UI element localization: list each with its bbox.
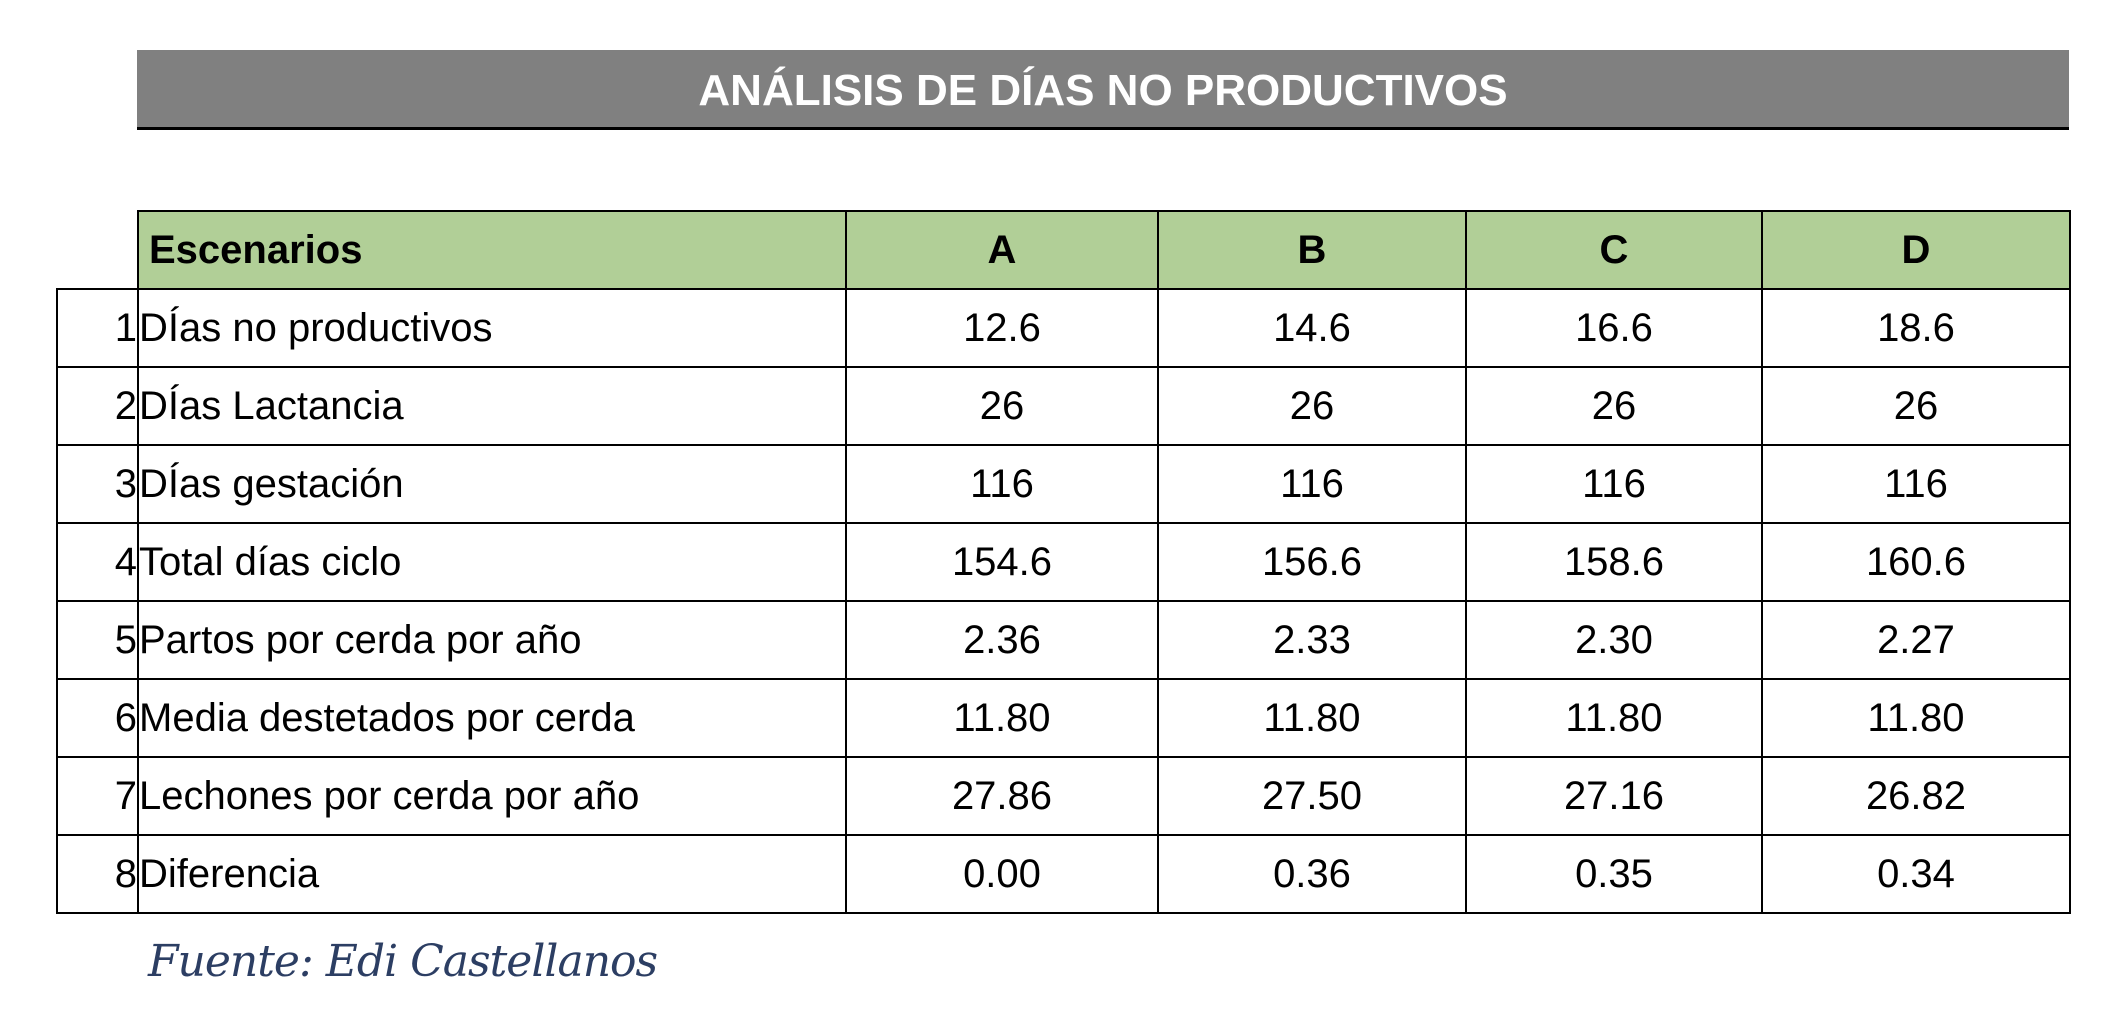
cell-a: 11.80 bbox=[845, 678, 1159, 758]
header-scenario-b: B bbox=[1157, 210, 1467, 290]
cell-d: 160.6 bbox=[1761, 522, 2071, 602]
row-label: DÍas Lactancia bbox=[137, 366, 847, 446]
row-label: DÍas gestación bbox=[137, 444, 847, 524]
header-corner bbox=[57, 211, 139, 290]
cell-d: 11.80 bbox=[1761, 678, 2071, 758]
cell-d: 26 bbox=[1761, 366, 2071, 446]
row-label: DÍas no productivos bbox=[137, 288, 847, 368]
cell-c: 27.16 bbox=[1465, 756, 1763, 836]
row-label: Partos por cerda por año bbox=[137, 600, 847, 680]
row-label: Diferencia bbox=[137, 834, 847, 914]
row-number: 4 bbox=[56, 522, 139, 602]
table-row: 5 Partos por cerda por año 2.36 2.33 2.3… bbox=[56, 600, 2071, 680]
cell-d: 0.34 bbox=[1761, 834, 2071, 914]
row-number: 8 bbox=[56, 834, 139, 914]
row-number: 3 bbox=[56, 444, 139, 524]
source-credit: Fuente: Edi Castellanos bbox=[148, 936, 658, 987]
title-bar: ANÁLISIS DE DÍAS NO PRODUCTIVOS bbox=[137, 50, 2069, 130]
cell-b: 156.6 bbox=[1157, 522, 1467, 602]
cell-b: 2.33 bbox=[1157, 600, 1467, 680]
cell-a: 0.00 bbox=[845, 834, 1159, 914]
cell-c: 16.6 bbox=[1465, 288, 1763, 368]
cell-d: 116 bbox=[1761, 444, 2071, 524]
table-row: 3 DÍas gestación 116 116 116 116 bbox=[56, 444, 2071, 524]
table-header-row: Escenarios A B C D bbox=[57, 210, 2071, 290]
cell-c: 11.80 bbox=[1465, 678, 1763, 758]
cell-a: 154.6 bbox=[845, 522, 1159, 602]
cell-b: 27.50 bbox=[1157, 756, 1467, 836]
row-label: Lechones por cerda por año bbox=[137, 756, 847, 836]
row-number: 6 bbox=[56, 678, 139, 758]
cell-d: 26.82 bbox=[1761, 756, 2071, 836]
cell-c: 158.6 bbox=[1465, 522, 1763, 602]
cell-a: 12.6 bbox=[845, 288, 1159, 368]
cell-b: 14.6 bbox=[1157, 288, 1467, 368]
cell-b: 11.80 bbox=[1157, 678, 1467, 758]
cell-c: 116 bbox=[1465, 444, 1763, 524]
table-row: 6 Media destetados por cerda 11.80 11.80… bbox=[56, 678, 2071, 758]
table-row: 7 Lechones por cerda por año 27.86 27.50… bbox=[56, 756, 2071, 836]
cell-b: 26 bbox=[1157, 366, 1467, 446]
cell-b: 116 bbox=[1157, 444, 1467, 524]
table-row: 4 Total días ciclo 154.6 156.6 158.6 160… bbox=[56, 522, 2071, 602]
row-label: Media destetados por cerda bbox=[137, 678, 847, 758]
header-scenario-c: C bbox=[1465, 210, 1763, 290]
header-scenario-d: D bbox=[1761, 210, 2071, 290]
cell-c: 26 bbox=[1465, 366, 1763, 446]
row-number: 1 bbox=[56, 288, 139, 368]
page-title: ANÁLISIS DE DÍAS NO PRODUCTIVOS bbox=[698, 65, 1508, 115]
table-row: 1 DÍas no productivos 12.6 14.6 16.6 18.… bbox=[56, 288, 2071, 368]
header-escenarios: Escenarios bbox=[137, 210, 847, 290]
cell-c: 2.30 bbox=[1465, 600, 1763, 680]
scenarios-table: Escenarios A B C D 1 DÍas no productivos… bbox=[56, 210, 2071, 914]
cell-a: 27.86 bbox=[845, 756, 1159, 836]
cell-d: 18.6 bbox=[1761, 288, 2071, 368]
cell-a: 2.36 bbox=[845, 600, 1159, 680]
table-row: 8 Diferencia 0.00 0.36 0.35 0.34 bbox=[56, 834, 2071, 914]
cell-d: 2.27 bbox=[1761, 600, 2071, 680]
cell-b: 0.36 bbox=[1157, 834, 1467, 914]
header-scenario-a: A bbox=[845, 210, 1159, 290]
cell-a: 26 bbox=[845, 366, 1159, 446]
row-number: 7 bbox=[56, 756, 139, 836]
row-number: 2 bbox=[56, 366, 139, 446]
row-number: 5 bbox=[56, 600, 139, 680]
cell-a: 116 bbox=[845, 444, 1159, 524]
row-label: Total días ciclo bbox=[137, 522, 847, 602]
table-row: 2 DÍas Lactancia 26 26 26 26 bbox=[56, 366, 2071, 446]
cell-c: 0.35 bbox=[1465, 834, 1763, 914]
